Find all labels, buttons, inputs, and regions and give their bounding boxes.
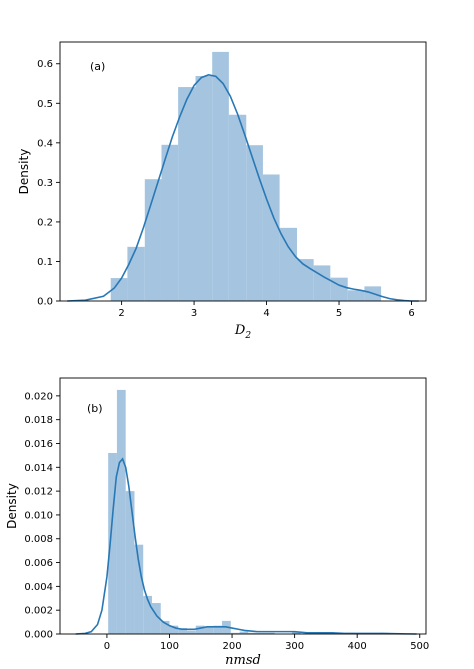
plot-frame (59, 377, 427, 635)
histogram-bar (116, 389, 126, 634)
histogram-bar (178, 87, 196, 301)
histogram-bar (125, 491, 135, 634)
y-axis-label: Density (5, 483, 19, 529)
histogram-bar (239, 631, 249, 634)
y-tick-label: 0.0 (37, 297, 53, 308)
y-tick-label: 0.3 (37, 178, 53, 189)
histogram-bar (143, 595, 152, 634)
x-tick-label: 3 (191, 308, 197, 319)
x-tick-label: 2 (118, 308, 124, 319)
y-tick-label: 0.018 (24, 415, 53, 426)
y-tick-label: 0.006 (24, 558, 53, 569)
x-tick-label: 200 (223, 641, 242, 652)
histogram-bar (108, 453, 117, 634)
x-tick-label: 400 (348, 641, 367, 652)
y-tick-label: 0.016 (24, 439, 53, 450)
y-tick-label: 0.5 (37, 99, 53, 110)
panel-label: (a) (90, 60, 105, 73)
histogram-bar (213, 625, 223, 634)
histogram-bar (262, 174, 280, 301)
y-tick-label: 0.1 (37, 257, 53, 268)
panel-label: (b) (87, 402, 103, 415)
histogram-bar (204, 626, 214, 634)
y-tick-label: 0.008 (24, 534, 53, 545)
y-tick-label: 0.004 (24, 582, 53, 593)
x-tick-label: 300 (285, 641, 304, 652)
x-axis-label: D2 (234, 323, 251, 341)
y-tick-label: 0.010 (24, 510, 53, 521)
y-tick-label: 0.6 (37, 59, 53, 70)
x-tick-label: 100 (160, 641, 179, 652)
histogram-bar (292, 631, 301, 634)
histogram-bar (127, 246, 145, 301)
x-tick-label: 5 (336, 308, 342, 319)
histogram-bar (347, 290, 365, 301)
histogram-bar (279, 227, 297, 301)
histogram-bar (110, 278, 128, 301)
histogram-bar (265, 632, 275, 634)
y-axis-label: Density (17, 149, 31, 195)
histogram-bar (212, 51, 229, 301)
histogram-bar (178, 628, 188, 634)
histogram-bar (195, 76, 213, 301)
histogram-bar (161, 144, 179, 301)
histogram-bar (134, 544, 144, 634)
histogram-bar (313, 265, 331, 301)
histogram-bar (160, 620, 170, 634)
histogram-bar (169, 625, 179, 634)
y-tick-label: 0.000 (24, 630, 53, 641)
histogram-bar (187, 630, 196, 634)
x-tick-label: 500 (410, 641, 429, 652)
y-tick-label: 0.014 (24, 463, 53, 474)
histogram-bar (151, 603, 161, 634)
histogram-bar (257, 632, 266, 634)
histogram-bar (248, 632, 258, 634)
panel-a: 2 3 4 5 6 0.0 0.1 0.2 0.3 0.4 0.5 0.6 Density D2 (a) (17, 41, 427, 341)
histogram-bar (230, 632, 240, 634)
x-axis-label: nmsd (225, 653, 261, 668)
plot-frame (59, 41, 427, 302)
histogram-bar (228, 114, 247, 301)
histogram-bar (195, 625, 205, 634)
x-tick-label: 4 (263, 308, 269, 319)
kde-curve (67, 73, 419, 302)
y-tick-label: 0.020 (24, 391, 53, 402)
x-tick-label: 6 (408, 308, 414, 319)
y-tick-label: 0.4 (37, 138, 53, 149)
kde-curve (75, 457, 417, 635)
histogram-bar (246, 145, 263, 301)
y-tick-label: 0.2 (37, 217, 53, 228)
y-tick-label: 0.002 (24, 606, 53, 617)
y-tick-label: 0.012 (24, 487, 53, 498)
panel-b: 0 100 200 300 400 500 0.000 0.002 0.004 0.006 0.00… (5, 377, 429, 668)
histogram-bar (296, 259, 314, 301)
x-tick-label: 0 (104, 641, 110, 652)
